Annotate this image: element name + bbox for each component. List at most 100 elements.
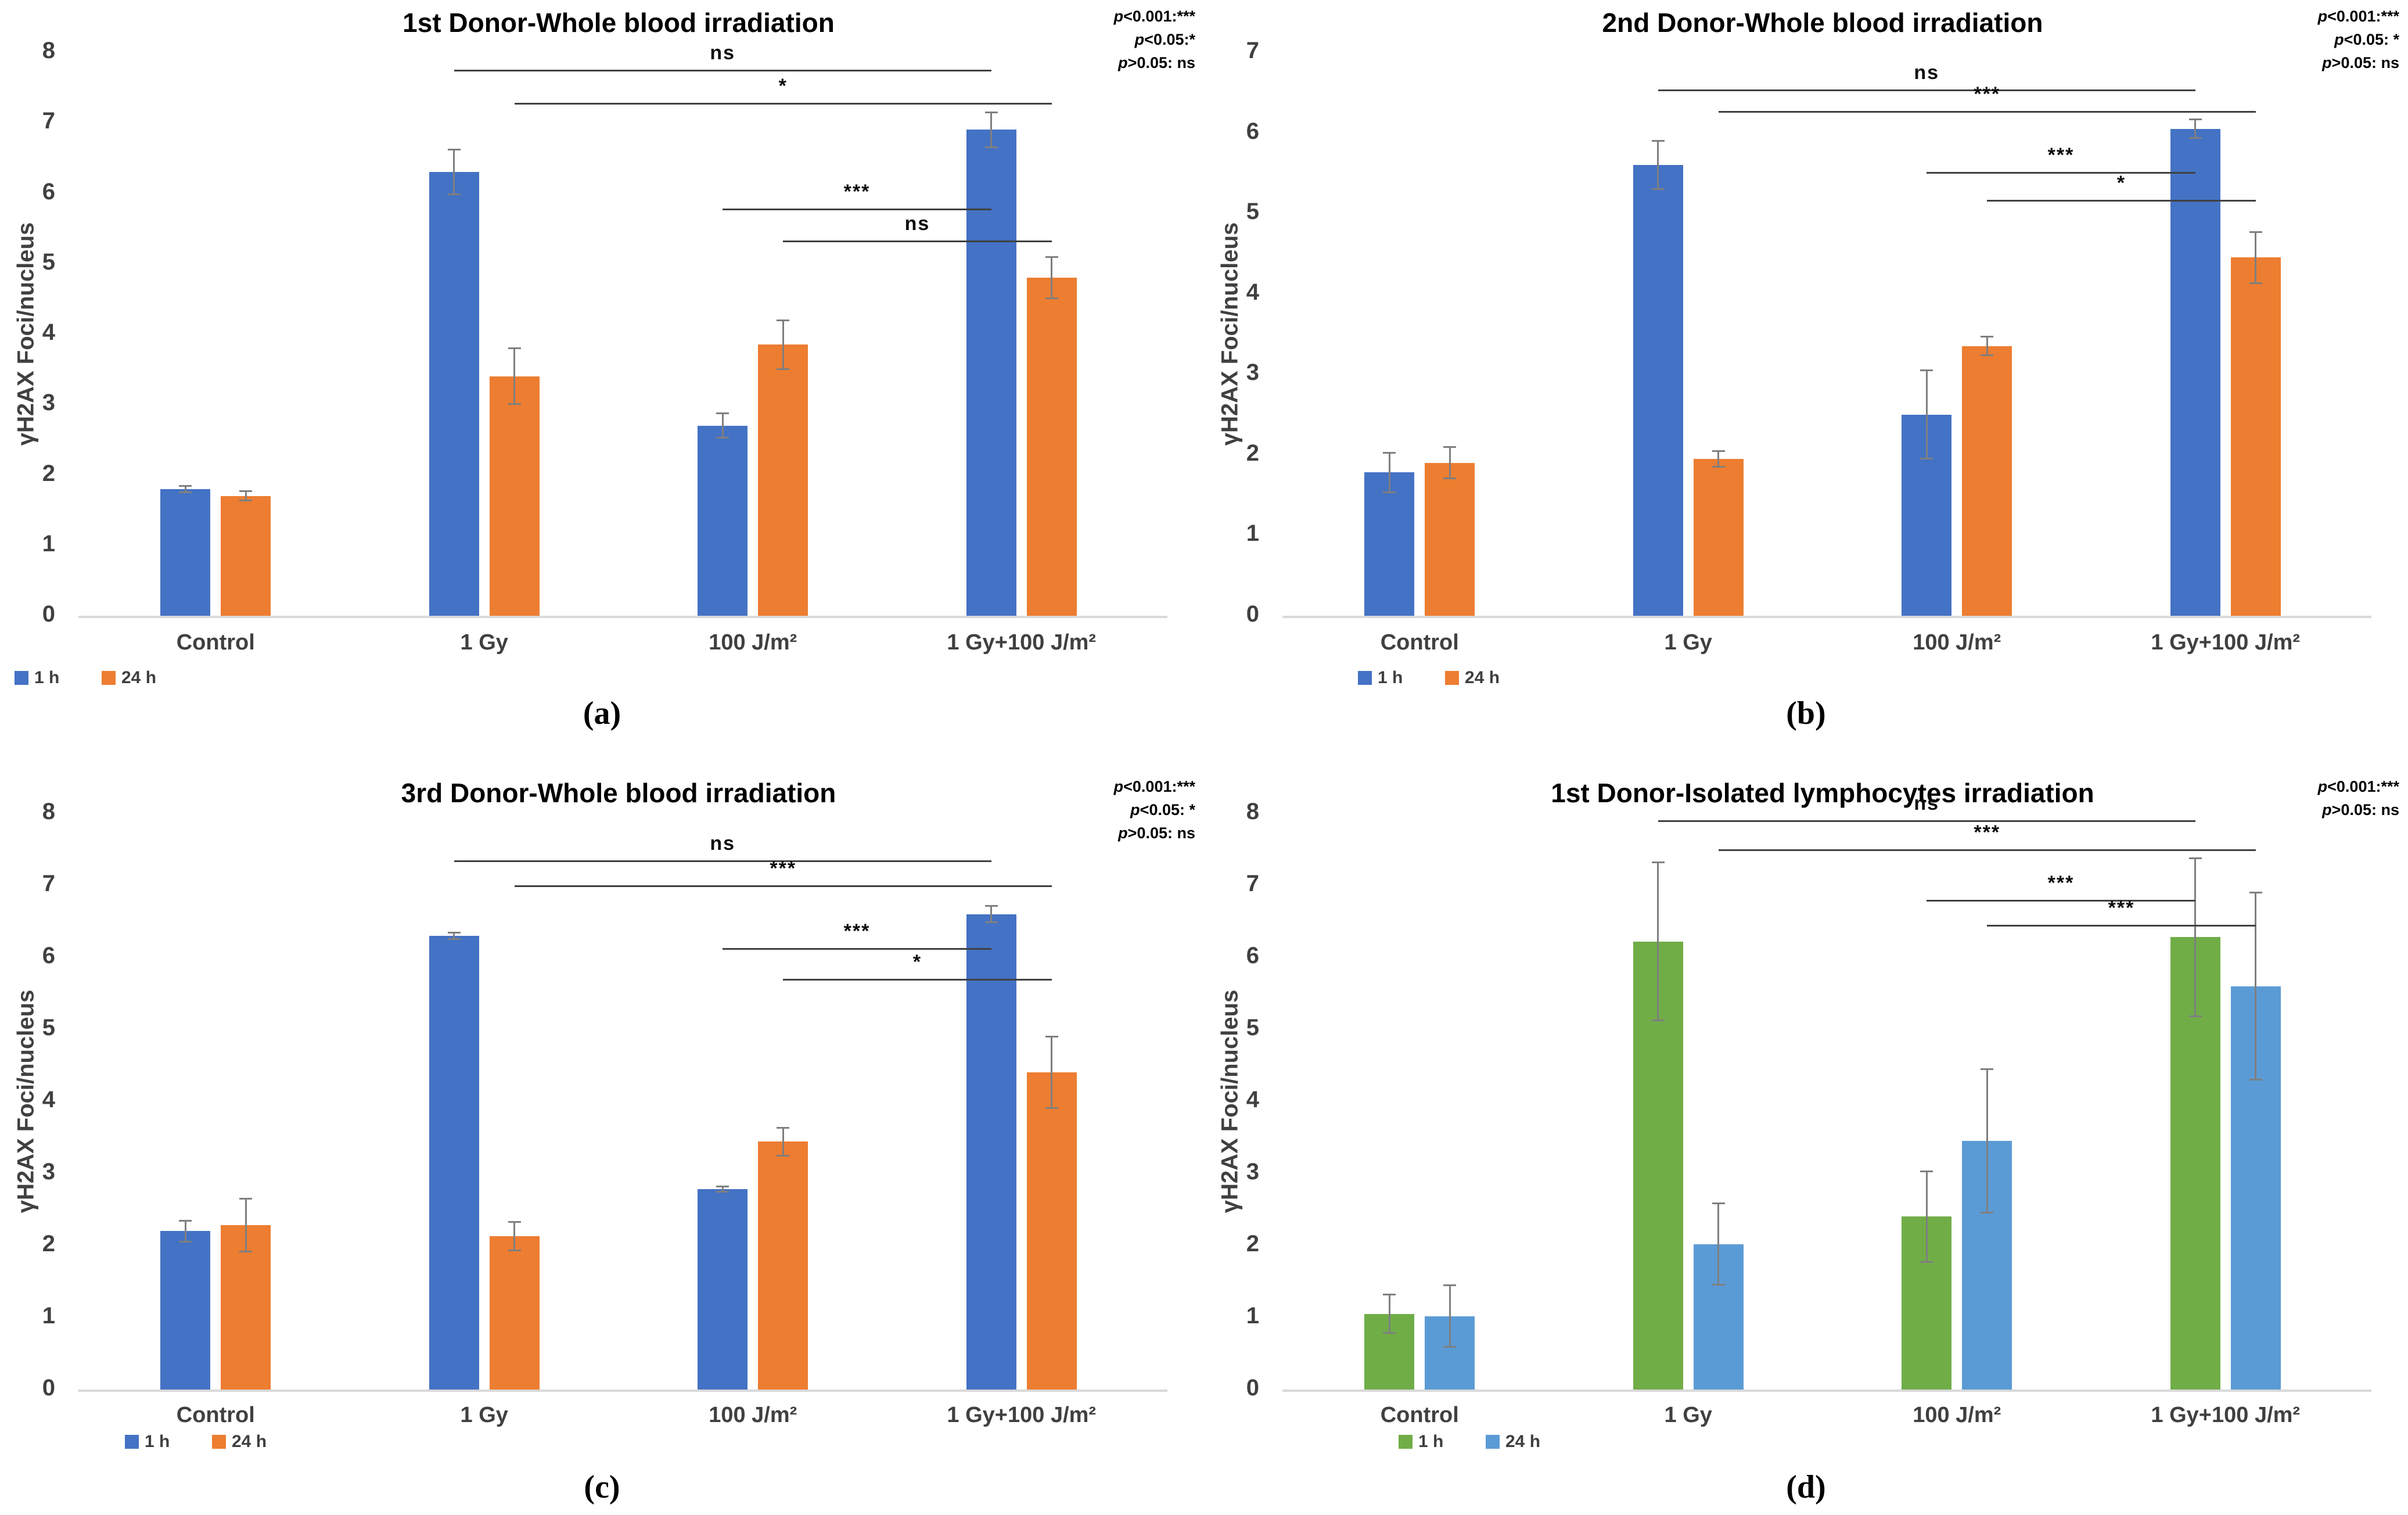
significance-line — [454, 70, 991, 72]
error-bar — [1925, 1171, 1928, 1262]
p-value-key-line: p<0.05: * — [1130, 801, 1195, 818]
x-category-label: 1 Gy+100 J/m² — [947, 1403, 1097, 1427]
y-tick-label: 5 — [42, 249, 55, 275]
error-bar-cap — [716, 437, 729, 439]
y-tick-label: 3 — [42, 1159, 55, 1184]
bar-c-1h-g0 — [160, 1231, 211, 1390]
y-tick-label: 2 — [1246, 1231, 1259, 1256]
legend-swatch-24h-icon — [212, 1435, 226, 1449]
error-bar-cap — [777, 1126, 790, 1129]
legend-swatch-1h-icon — [125, 1435, 139, 1449]
legend-swatch-1h-icon — [1358, 671, 1372, 685]
error-bar-cap — [179, 1240, 192, 1243]
significance-label: *** — [2108, 897, 2135, 920]
error-bar-cap — [508, 1221, 521, 1223]
error-bar-cap — [447, 193, 461, 195]
error-bar-cap — [239, 500, 253, 502]
y-tick-label: 2 — [42, 1231, 55, 1256]
y-tick-label: 4 — [42, 319, 55, 345]
significance-line — [1658, 89, 2195, 91]
error-bar — [1657, 141, 1659, 189]
error-bar — [1925, 370, 1928, 459]
significance-label: ns — [710, 832, 736, 855]
significance-label: *** — [2047, 871, 2075, 894]
y-tick-label: 3 — [1246, 1159, 1259, 1184]
y-tick-label: 4 — [1246, 279, 1259, 305]
panel-b: 2nd Donor-Whole blood irradiation p<0.001… — [1204, 0, 2408, 1515]
error-bar-cap — [1651, 861, 1665, 864]
error-bar-cap — [1920, 457, 1933, 459]
panel-c: 3rd Donor-Whole blood irradiation p<0.001… — [13, 778, 1196, 1505]
panel-a: 1st Donor-Whole blood irradiation p<0.001… — [13, 8, 1196, 731]
panel-d: 1st Donor-Isolated lymphocytes irradiati… — [1204, 0, 2408, 1515]
error-bar — [1388, 452, 1390, 493]
legend-label: 1 h — [1378, 668, 1403, 687]
significance-line — [1987, 925, 2256, 927]
x-category-label: 100 J/m² — [1913, 630, 2001, 655]
error-bar-cap — [1443, 446, 1457, 448]
bar-a-1h-g0 — [160, 489, 211, 616]
error-bar-cap — [2188, 857, 2202, 859]
y-tick-label: 5 — [1246, 1015, 1259, 1040]
significance-label: * — [2116, 171, 2126, 194]
bar-a-24h-g1 — [489, 376, 540, 616]
y-tick-label: 7 — [1246, 38, 1259, 63]
significance-label: *** — [1974, 83, 2001, 106]
significance-line — [723, 209, 991, 211]
y-tick-label: 7 — [1246, 871, 1259, 896]
error-bar-cap — [1981, 1212, 1994, 1214]
error-bar-cap — [1920, 369, 1933, 372]
error-bar — [184, 485, 186, 493]
x-category-label: 1 Gy — [460, 1403, 508, 1427]
error-bar-cap — [508, 1249, 521, 1251]
legend-swatch-1h-icon — [1399, 1435, 1413, 1449]
error-bar-cap — [1383, 451, 1396, 454]
bar-a-24h-g0 — [221, 496, 271, 616]
error-bar-cap — [1045, 297, 1058, 300]
x-axis-line — [78, 1390, 1167, 1392]
p-value-key-line: p<0.001:*** — [2317, 8, 2399, 25]
error-bar-cap — [716, 1186, 729, 1188]
error-bar — [1986, 336, 1988, 356]
error-bar-cap — [1045, 256, 1058, 258]
y-tick-label: 2 — [1246, 440, 1259, 466]
error-bar — [2255, 892, 2257, 1080]
error-bar — [1051, 1036, 1053, 1109]
significance-label: ns — [1914, 792, 1940, 815]
x-category-label: 1 Gy — [1664, 630, 1712, 655]
legend-swatch-24h-icon — [1445, 671, 1459, 685]
p-value-key-line: p>0.05: ns — [1118, 54, 1195, 71]
significance-label: * — [912, 951, 922, 974]
bar-b-24h-g0 — [1425, 462, 1475, 616]
y-tick-label: 0 — [42, 601, 55, 627]
error-bar-cap — [1045, 1107, 1058, 1110]
significance-line — [514, 103, 1052, 105]
error-bar-cap — [2188, 137, 2202, 139]
p-value-key: p<0.001:*** p>0.05: ns — [2025, 775, 2399, 821]
error-bar — [245, 491, 247, 501]
significance-label: *** — [843, 181, 871, 203]
y-tick-label: 1 — [42, 1303, 55, 1329]
error-bar-cap — [508, 347, 521, 350]
x-category-label: 1 Gy — [1664, 1403, 1712, 1427]
error-bar-cap — [2188, 1015, 2202, 1017]
error-bar-cap — [984, 146, 998, 148]
legend-swatch-1h-icon — [15, 671, 28, 685]
y-tick-label: 6 — [1246, 118, 1259, 144]
error-bar-cap — [1981, 336, 1994, 338]
y-tick-label: 0 — [1246, 601, 1259, 627]
error-bar-cap — [2249, 1078, 2262, 1080]
significance-line — [1927, 172, 2195, 174]
significance-label: *** — [1974, 821, 2001, 843]
error-bar-cap — [508, 403, 521, 405]
error-bar-cap — [2249, 231, 2262, 233]
error-bar-cap — [1651, 1019, 1665, 1022]
y-tick-label: 8 — [1246, 799, 1259, 824]
error-bar — [782, 319, 784, 369]
significance-label: *** — [2047, 144, 2075, 167]
y-tick-label: 6 — [42, 178, 55, 204]
panel-caption-a: (a) — [583, 695, 621, 731]
p-value-key-line: p<0.001:*** — [2317, 778, 2399, 795]
y-tick-label: 3 — [42, 390, 55, 416]
